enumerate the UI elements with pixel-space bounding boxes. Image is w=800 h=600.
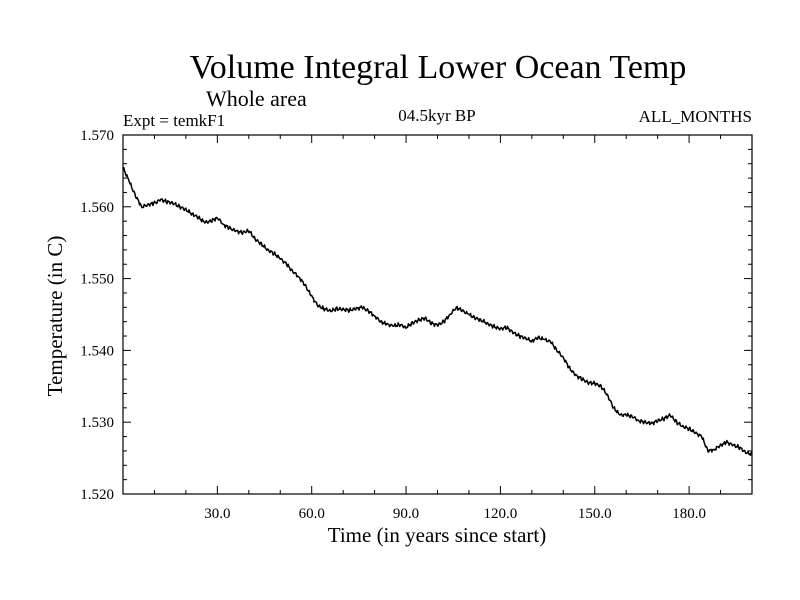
y-axis-label: Temperature (in C) — [43, 236, 67, 397]
x-tick-label: 150.0 — [578, 506, 612, 522]
months-label: ALL_MONTHS — [639, 107, 752, 126]
x-tick-label: 30.0 — [204, 506, 230, 522]
experiment-label: Expt = temkF1 — [123, 111, 225, 130]
y-tick-label: 1.530 — [80, 415, 114, 431]
period-label: 04.5kyr BP — [398, 106, 475, 125]
x-axis-tick-labels: 30.0 60.0 90.0 120.0 150.0 180.0 — [204, 506, 706, 522]
x-axis-ticks — [153, 135, 722, 494]
y-tick-label: 1.540 — [80, 343, 114, 359]
x-tick-label: 120.0 — [484, 506, 518, 522]
x-tick-label: 180.0 — [672, 506, 706, 522]
y-tick-label: 1.570 — [80, 128, 114, 144]
x-tick-label: 90.0 — [393, 506, 419, 522]
y-axis-tick-labels: 1.520 1.530 1.540 1.550 1.560 1.570 — [80, 128, 114, 503]
chart-subtitle: Whole area — [206, 86, 307, 111]
x-axis-label: Time (in years since start) — [328, 523, 547, 547]
y-tick-label: 1.550 — [80, 272, 114, 288]
y-tick-label: 1.560 — [80, 200, 114, 216]
temperature-series-line — [122, 166, 753, 457]
chart-title: Volume Integral Lower Ocean Temp — [190, 49, 687, 86]
y-tick-label: 1.520 — [80, 487, 114, 503]
x-tick-label: 60.0 — [299, 506, 325, 522]
